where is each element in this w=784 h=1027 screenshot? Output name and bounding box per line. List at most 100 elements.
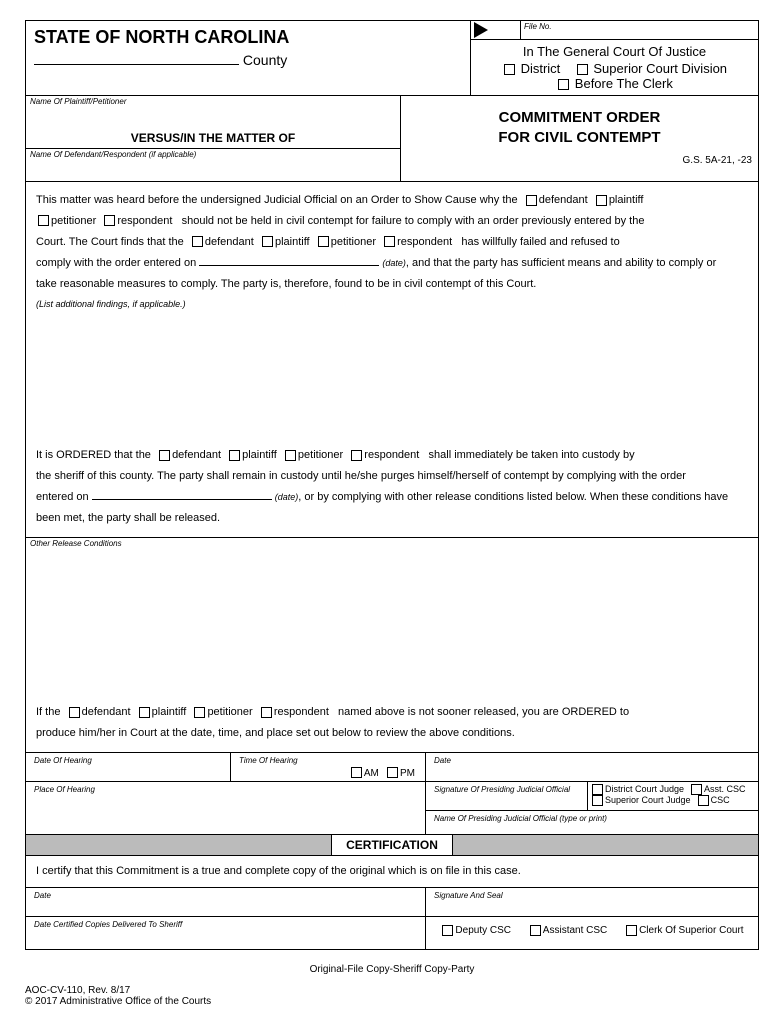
- b2-t2: shall immediately be taken into custody …: [429, 449, 635, 461]
- cb-def4[interactable]: [69, 707, 80, 718]
- triangle-icon: [474, 22, 488, 38]
- cb-pet2[interactable]: [318, 236, 329, 247]
- defendant-input[interactable]: [26, 159, 400, 181]
- lbl-pla1: plaintiff: [609, 194, 644, 206]
- lbl-res2: respondent: [397, 236, 452, 248]
- b2-t1: It is ORDERED that the: [36, 449, 151, 461]
- state-title: STATE OF NORTH CAROLINA: [26, 21, 470, 50]
- plaintiff-label: Name Of Plaintiff/Petitioner: [26, 96, 400, 106]
- before-clerk-label: Before The Clerk: [575, 76, 673, 91]
- district-judge-label: District Court Judge: [605, 784, 684, 794]
- b1-t5: comply with the order entered on: [36, 257, 196, 269]
- other-release-label: Other Release Conditions: [26, 538, 758, 548]
- b2-t6: been met, the party shall be released.: [36, 512, 220, 524]
- pm-label: PM: [400, 768, 415, 779]
- lbl-pet4: petitioner: [207, 706, 252, 718]
- hearing-date-label: Date Of Hearing: [30, 755, 226, 765]
- cert-sig-label: Signature And Seal: [430, 890, 754, 900]
- hearing-time-label: Time Of Hearing: [235, 755, 421, 765]
- assistant-label: Assistant CSC: [543, 925, 607, 936]
- b1-t7: take reasonable measures to comply. The …: [36, 278, 536, 290]
- findings-space[interactable]: [36, 315, 748, 445]
- lbl-def2: defendant: [205, 236, 254, 248]
- county-input[interactable]: [34, 64, 239, 65]
- date-input-2[interactable]: [92, 499, 272, 500]
- asst-csc-label: Asst. CSC: [704, 784, 746, 794]
- lbl-def3: defendant: [172, 449, 221, 461]
- before-clerk-checkbox[interactable]: [558, 79, 569, 90]
- plaintiff-input[interactable]: [26, 106, 400, 128]
- superior-checkbox[interactable]: [577, 64, 588, 75]
- b2-t5: , or by complying with other release con…: [298, 491, 728, 503]
- cb-pla1[interactable]: [596, 195, 607, 206]
- cb-def1[interactable]: [526, 195, 537, 206]
- certification-heading: CERTIFICATION: [331, 835, 453, 855]
- b2-t3: the sheriff of this county. The party sh…: [36, 470, 686, 482]
- other-release-space[interactable]: [26, 548, 758, 698]
- lbl-res4: respondent: [274, 706, 329, 718]
- cb-deputy[interactable]: [442, 925, 453, 936]
- cb-superior-judge[interactable]: [592, 795, 603, 806]
- name-official-label: Name Of Presiding Judicial Official (typ…: [430, 813, 754, 823]
- place-label: Place Of Hearing: [30, 784, 421, 794]
- cb-pet4[interactable]: [194, 707, 205, 718]
- cb-clerk[interactable]: [626, 925, 637, 936]
- lbl-pla4: plaintiff: [152, 706, 187, 718]
- cb-def2[interactable]: [192, 236, 203, 247]
- b1-t1: This matter was heard before the undersi…: [36, 194, 518, 206]
- b1-t3: Court. The Court finds that the: [36, 236, 184, 248]
- cb-csc[interactable]: [698, 795, 709, 806]
- cb-res4[interactable]: [261, 707, 272, 718]
- cb-pla3[interactable]: [229, 450, 240, 461]
- cb-res3[interactable]: [351, 450, 362, 461]
- b1-t4: has willfully failed and refused to: [461, 236, 619, 248]
- defendant-label: Name Of Defendant/Respondent (if applica…: [26, 149, 400, 159]
- date2-label: Date: [430, 755, 754, 765]
- b1-t6: , and that the party has sufficient mean…: [406, 257, 716, 269]
- cb-pla4[interactable]: [139, 707, 150, 718]
- cb-res1[interactable]: [104, 215, 115, 226]
- list-findings: (List additional findings, if applicable…: [36, 299, 186, 309]
- clerk-label: Clerk Of Superior Court: [639, 925, 743, 936]
- district-label: District: [521, 61, 561, 76]
- lbl-pet3: petitioner: [298, 449, 343, 461]
- form-title-2: FOR CIVIL CONTEMPT: [401, 128, 758, 148]
- cb-assistant[interactable]: [530, 925, 541, 936]
- court-line1: In The General Court Of Justice: [475, 44, 754, 59]
- lbl-def1: defendant: [539, 194, 588, 206]
- date-label-2: (date): [275, 492, 299, 502]
- am-checkbox[interactable]: [351, 767, 362, 778]
- statute-ref: G.S. 5A-21, -23: [401, 153, 758, 168]
- lbl-def4: defendant: [82, 706, 131, 718]
- cert-date-label: Date: [30, 890, 421, 900]
- lbl-pla3: plaintiff: [242, 449, 277, 461]
- lbl-pet1: petitioner: [51, 215, 96, 227]
- date-input-1[interactable]: [199, 265, 379, 266]
- distribution-line: Original-File Copy-Sheriff Copy-Party: [25, 950, 759, 979]
- district-checkbox[interactable]: [504, 64, 515, 75]
- b3-t3: produce him/her in Court at the date, ti…: [36, 727, 515, 739]
- cb-pla2[interactable]: [262, 236, 273, 247]
- county-suffix: County: [243, 52, 287, 68]
- b3-t1: If the: [36, 706, 60, 718]
- b3-t2: named above is not sooner released, you …: [338, 706, 629, 718]
- superior-label: Superior Court Division: [593, 61, 727, 76]
- cb-def3[interactable]: [159, 450, 170, 461]
- cb-asst-csc[interactable]: [691, 784, 702, 795]
- copyright: © 2017 Administrative Office of the Cour…: [25, 996, 759, 1007]
- versus-label: VERSUS/IN THE MATTER OF: [26, 128, 400, 148]
- pm-checkbox[interactable]: [387, 767, 398, 778]
- am-label: AM: [364, 768, 379, 779]
- cb-district-judge[interactable]: [592, 784, 603, 795]
- b1-t2: should not be held in civil contempt for…: [182, 215, 645, 227]
- certification-bar: CERTIFICATION: [26, 834, 758, 856]
- cert-text: I certify that this Commitment is a true…: [36, 865, 521, 877]
- superior-judge-label: Superior Court Judge: [605, 795, 691, 805]
- cb-res2[interactable]: [384, 236, 395, 247]
- cb-pet1[interactable]: [38, 215, 49, 226]
- file-no-label: File No.: [524, 22, 755, 31]
- lbl-pla2: plaintiff: [275, 236, 310, 248]
- form-number: AOC-CV-110, Rev. 8/17: [25, 985, 759, 996]
- cb-pet3[interactable]: [285, 450, 296, 461]
- delivered-label: Date Certified Copies Delivered To Sheri…: [30, 919, 421, 929]
